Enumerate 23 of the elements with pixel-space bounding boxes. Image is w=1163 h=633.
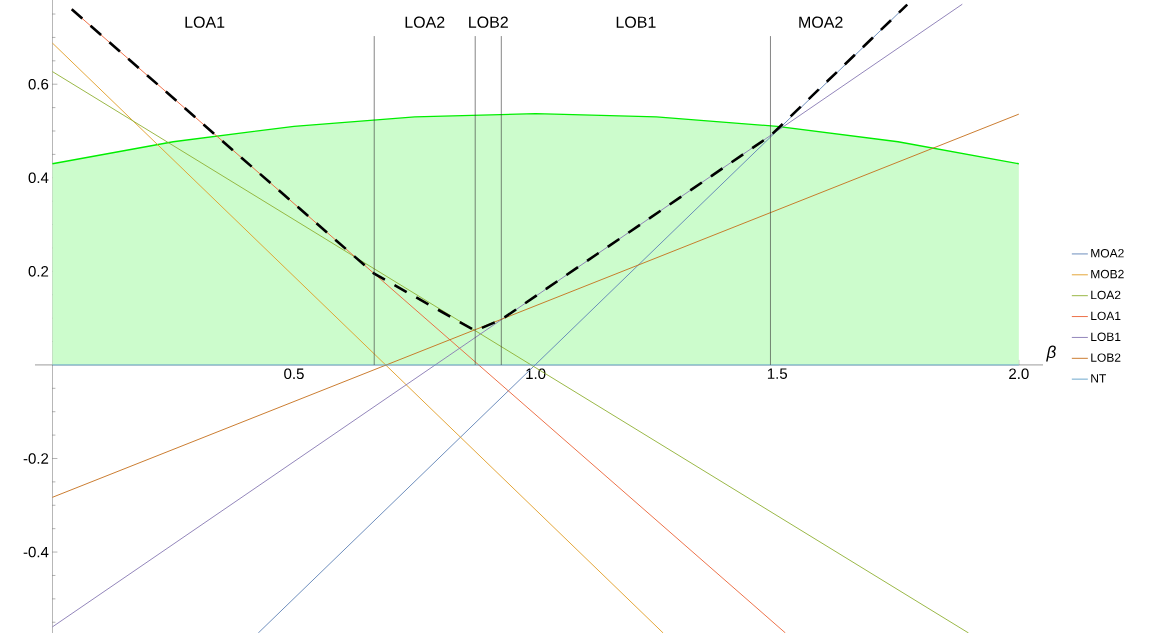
annotation: LOA2 [405,16,445,28]
line-series [70,3,909,333]
x-tick-label: 2.0 [1009,368,1029,380]
y-tick-label: 0.4 [28,172,49,184]
y-tick-label: 0.6 [28,78,49,90]
x-axis-title: β [1046,345,1056,362]
legend-label: LOB2 [1091,353,1121,362]
annotation: LOB1 [616,16,656,28]
x-tick-label: 0.5 [284,368,304,380]
x-tick-label: 1.0 [526,368,546,380]
annotation: MOA2 [799,16,843,28]
x-tick-label: 1.5 [767,368,788,379]
y-tick-label: -0.2 [23,453,49,464]
legend-label: LOA1 [1091,311,1121,321]
y-tick-label: 0.2 [28,266,49,277]
legend-label: LOA2 [1091,290,1121,300]
legend-label: MOB2 [1091,269,1124,279]
annotation: LOA1 [185,16,225,28]
y-tick-label: -0.4 [23,546,49,558]
legend-label: LOB1 [1091,332,1121,341]
annotation: LOB2 [469,16,508,28]
legend-label: MOA2 [1091,248,1124,258]
legend-label: NT [1091,374,1107,383]
